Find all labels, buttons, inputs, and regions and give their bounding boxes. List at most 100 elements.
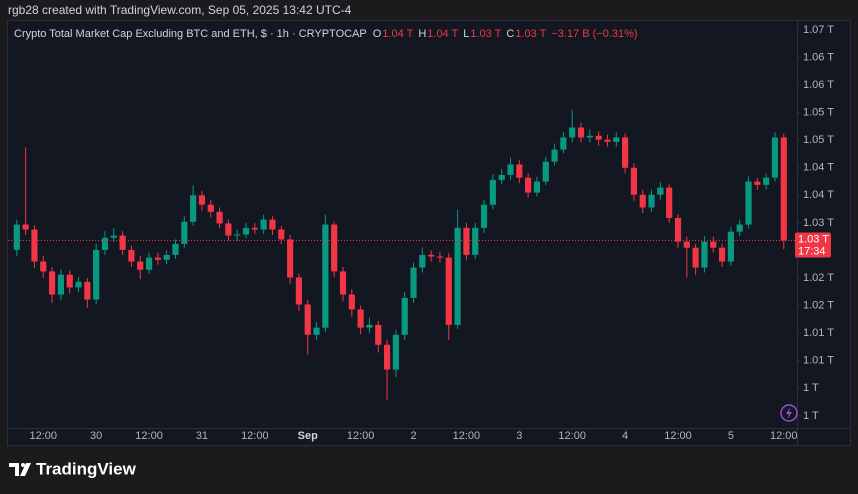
candle-body: [516, 164, 523, 178]
x-tick-label: Sep: [298, 430, 318, 442]
candle-body: [507, 164, 514, 175]
x-tick-label: 12:00: [241, 430, 269, 442]
candle-body: [586, 135, 593, 138]
candle-body: [145, 257, 153, 270]
candle-body: [551, 149, 558, 162]
y-tick-label: 1.07 T: [803, 24, 834, 36]
candle-body: [630, 167, 637, 195]
candle-body: [66, 274, 73, 288]
candle-body: [260, 219, 267, 230]
candle-body: [322, 224, 329, 328]
candle-body: [754, 181, 761, 185]
candle-body: [22, 224, 29, 230]
candle-body: [269, 219, 276, 230]
logo-mark[interactable]: [9, 463, 19, 476]
candle-body: [93, 249, 100, 300]
candle-body: [639, 194, 646, 208]
y-tick-label: 1.04 T: [803, 189, 834, 201]
x-tick-label: 2: [410, 430, 416, 442]
x-tick-label: 12:00: [135, 430, 163, 442]
candle-body: [622, 137, 629, 168]
candle-body: [154, 257, 161, 260]
last-price-box: [795, 232, 831, 258]
candle-body: [648, 194, 655, 208]
candle-body: [295, 277, 303, 305]
candle-body: [463, 227, 470, 255]
legend-value: 1.04 T: [427, 28, 458, 40]
candle-body: [119, 235, 126, 250]
x-tick-label: 12:00: [453, 430, 481, 442]
candle-body: [498, 174, 505, 180]
candle-body: [207, 204, 214, 212]
candle-body: [13, 224, 20, 250]
plot: 1.07 T 1.06 T 1.06 T 1.05 T 1.05 T 1.04 T 1.04…: [8, 24, 834, 442]
candle-body: [198, 195, 206, 205]
candle-body: [445, 257, 452, 325]
x-tick-label: 3: [516, 430, 522, 442]
candle-body: [480, 204, 488, 228]
legend-key: L: [463, 28, 469, 40]
candle-body: [736, 224, 743, 232]
last-price-label: 1.03 T: [798, 233, 829, 245]
candle-body: [604, 139, 611, 142]
legend-title: Crypto Total Market Cap Excluding BTC an…: [14, 28, 367, 40]
footer-brand[interactable]: TradingView: [36, 459, 137, 478]
x-tick-label: 5: [728, 430, 734, 442]
candle-body: [383, 344, 391, 370]
x-tick-label: 30: [90, 430, 102, 442]
candle-body: [710, 241, 717, 248]
candle-body: [560, 137, 567, 150]
footer-logo[interactable]: TradingView: [9, 459, 137, 478]
candle-body: [472, 227, 479, 255]
candle-body: [401, 297, 408, 335]
candle-body: [75, 281, 82, 288]
logo-mark[interactable]: [20, 463, 31, 476]
y-tick-label: 1.06 T: [803, 79, 834, 91]
candle-body: [745, 181, 752, 225]
candle-body: [763, 177, 770, 185]
candle-body: [128, 249, 135, 262]
candle-body: [595, 135, 602, 140]
candle-body: [613, 137, 620, 142]
logo-mark[interactable]: [21, 463, 25, 467]
candle-body: [40, 261, 47, 272]
alert-bolt[interactable]: [786, 407, 792, 419]
candle-body: [454, 227, 461, 325]
y-tick-label: 1.01 T: [803, 327, 834, 339]
candle-body: [419, 254, 426, 268]
y-tick-label: 1.05 T: [803, 134, 834, 146]
candle-body: [137, 261, 144, 270]
alert-circle[interactable]: [780, 404, 798, 422]
candle-body: [339, 271, 347, 295]
legend-change: −3.17 B (−0.31%): [551, 28, 637, 40]
candle-body: [181, 221, 188, 244]
candle-body: [287, 239, 294, 278]
candle-body: [718, 247, 726, 262]
candle-body: [348, 294, 355, 310]
legend-value: 1.03 T: [515, 28, 546, 40]
y-tick-label: 1.04 T: [803, 162, 834, 174]
x-tick-label: 12:00: [664, 430, 692, 442]
x-tick-label: 12:00: [558, 430, 586, 442]
candle-body: [190, 195, 197, 222]
x-tick-label: 4: [622, 430, 628, 442]
candle-body: [701, 241, 708, 268]
candle-body: [225, 223, 232, 236]
candle-body: [304, 304, 311, 335]
candle-body: [657, 187, 664, 195]
candle-body: [84, 281, 91, 300]
candle-body: [110, 235, 117, 238]
candle-body: [242, 227, 250, 235]
x-tick-label: 12:00: [29, 430, 57, 442]
legend-key: C: [506, 28, 514, 40]
chart-panel: [7, 20, 851, 446]
candle-body: [392, 334, 399, 370]
candle-body: [410, 267, 417, 298]
y-tick-label: 1.01 T: [803, 355, 834, 367]
candle-body: [331, 224, 338, 272]
alert-icon[interactable]: [780, 404, 798, 422]
candle-body: [692, 247, 699, 268]
candle-body: [313, 327, 320, 335]
candle-body: [727, 231, 734, 262]
x-tick-label: 31: [196, 430, 208, 442]
